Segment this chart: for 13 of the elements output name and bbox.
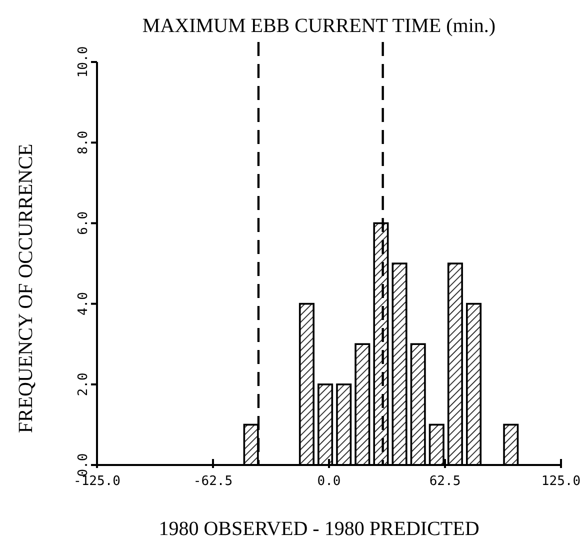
y-tick-label: 6.0 <box>76 211 91 235</box>
x-tick-label: 0.0 <box>317 474 341 489</box>
x-tick-label: -125.0 <box>74 474 120 489</box>
x-axis-title: 1980 OBSERVED - 1980 PREDICTED <box>158 518 480 540</box>
x-tick-label: -62.5 <box>193 474 233 489</box>
y-tick-label: 8.0 <box>76 130 91 154</box>
y-axis-title: FREQUENCY OF OCCURRENCE <box>15 144 37 434</box>
x-tick-label: 125.0 <box>541 474 581 489</box>
x-tick-label: 62.5 <box>429 474 461 489</box>
y-tick-label: 4.0 <box>76 292 91 316</box>
y-tick-label: 2.0 <box>76 372 91 396</box>
y-tick-label: 10.0 <box>76 46 91 78</box>
chart-title: MAXIMUM EBB CURRENT TIME (min.) <box>142 15 496 37</box>
